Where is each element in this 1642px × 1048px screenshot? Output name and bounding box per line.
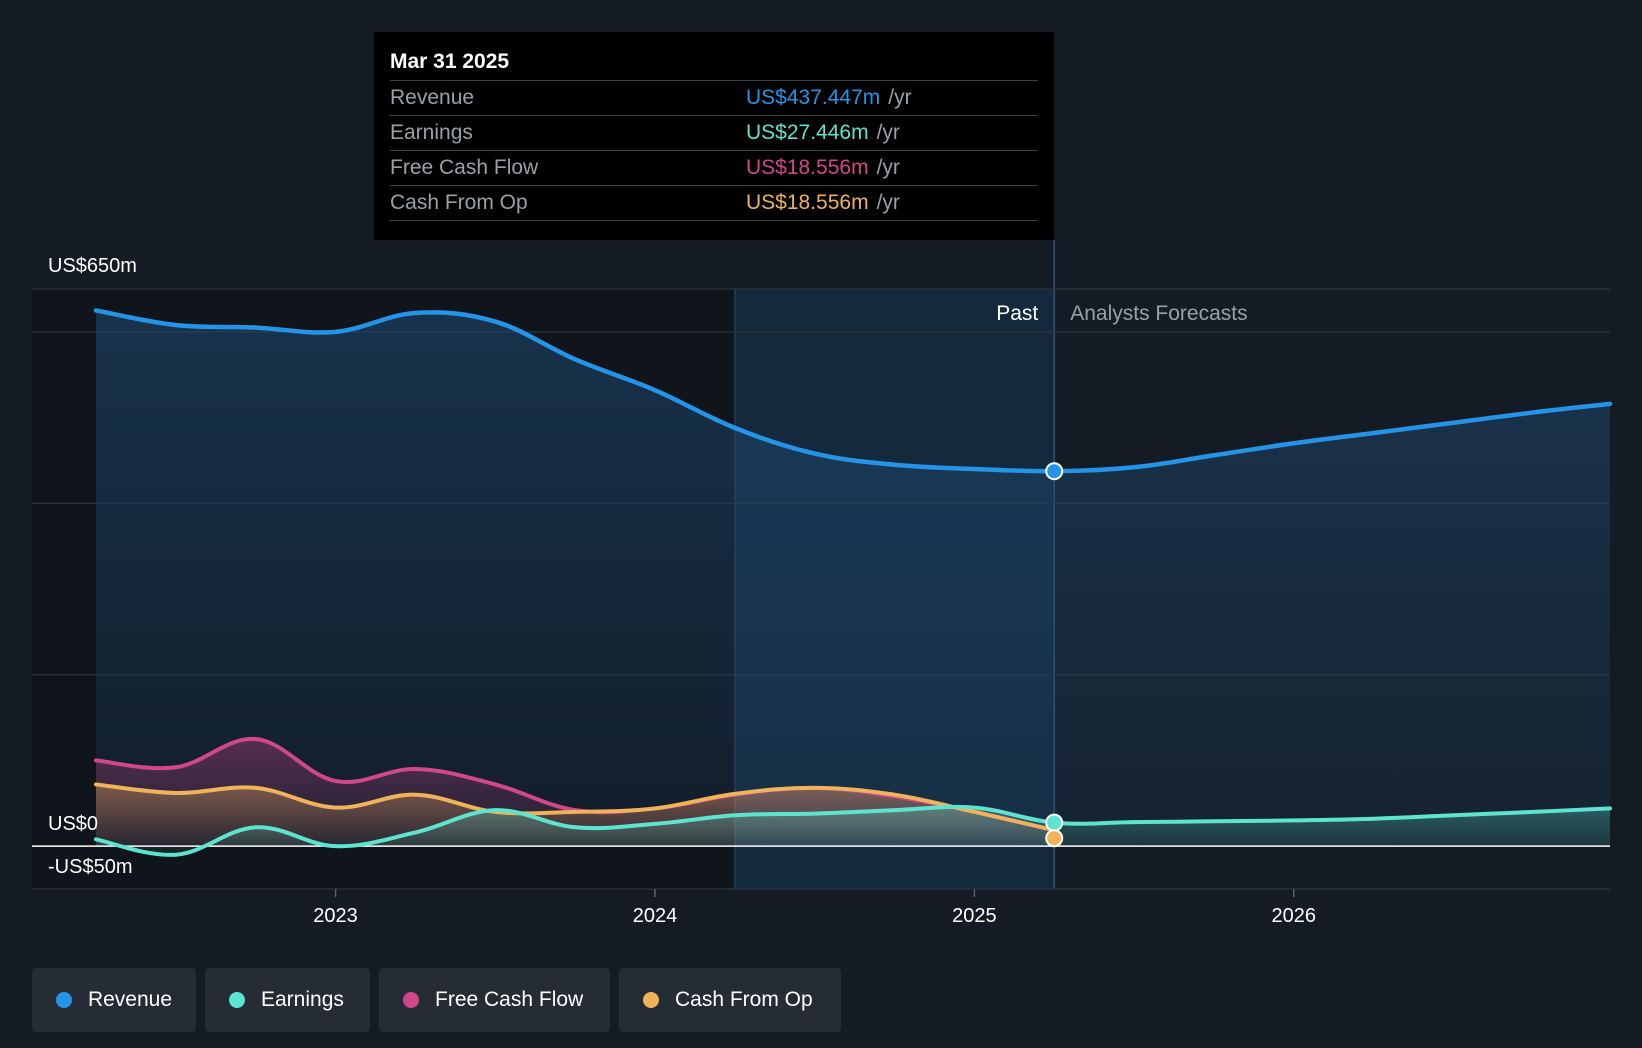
revenue-area xyxy=(96,310,1610,847)
past-label: Past xyxy=(996,302,1038,325)
tooltip-unit: /yr xyxy=(876,191,900,214)
y-axis-label-top: US$650m xyxy=(48,255,137,277)
legend-label: Free Cash Flow xyxy=(435,988,584,1011)
y-axis-label-bottom: -US$50m xyxy=(48,856,132,878)
legend-label: Revenue xyxy=(87,988,172,1011)
earnings-dot-icon xyxy=(229,992,245,1008)
analysts-forecasts-label: Analysts Forecasts xyxy=(1070,302,1247,325)
cash-from-op-dot-icon xyxy=(643,992,659,1008)
y-axis-label-zero: US$0 xyxy=(48,813,98,835)
tooltip-label: Cash From Op xyxy=(390,191,528,214)
tooltip-unit: /yr xyxy=(876,121,900,144)
tooltip-value: US$27.446m xyxy=(746,121,869,144)
tooltip-unit: /yr xyxy=(876,156,900,179)
tooltip-row-free-cash-flow: Free Cash Flow US$18.556m /yr xyxy=(390,150,1038,185)
free-cash-flow-dot-icon xyxy=(403,992,419,1008)
cash-from-op-marker[interactable] xyxy=(1045,829,1064,848)
tooltip-label: Revenue xyxy=(390,86,475,109)
tooltip-date: Mar 31 2025 xyxy=(390,50,510,73)
revenue-dot-icon xyxy=(56,992,72,1008)
tooltip: Mar 31 2025 Revenue US$437.447m /yr Earn… xyxy=(374,32,1054,240)
legend-label: Cash From Op xyxy=(675,988,813,1011)
x-tick-label: 2023 xyxy=(313,905,358,927)
tooltip-value: US$18.556m xyxy=(746,191,869,214)
revenue-marker[interactable] xyxy=(1045,462,1064,481)
tooltip-row-revenue: Revenue US$437.447m /yr xyxy=(390,80,1038,115)
tooltip-row-earnings: Earnings US$27.446m /yr xyxy=(390,115,1038,150)
revenue-line xyxy=(93,308,1613,474)
tooltip-unit: /yr xyxy=(888,86,912,109)
earnings-line xyxy=(94,804,1612,857)
earnings-area xyxy=(96,806,1610,855)
legend-item-cash-from-op[interactable]: Cash From Op xyxy=(619,968,841,1032)
tooltip-label: Free Cash Flow xyxy=(390,156,539,179)
x-tick-label: 2024 xyxy=(633,905,678,927)
x-tick-label: 2025 xyxy=(952,905,997,927)
legend-item-earnings[interactable]: Earnings xyxy=(205,968,370,1032)
earnings-marker[interactable] xyxy=(1045,813,1064,832)
tooltip-value: US$437.447m xyxy=(746,86,881,109)
legend-item-revenue[interactable]: Revenue xyxy=(32,968,196,1032)
tooltip-label: Earnings xyxy=(390,121,473,144)
legend-item-free-cash-flow[interactable]: Free Cash Flow xyxy=(379,968,610,1032)
tooltip-value: US$18.556m xyxy=(746,156,869,179)
cash-from-op-line xyxy=(94,782,1057,833)
x-tick-label: 2026 xyxy=(1272,905,1317,927)
legend: Revenue Earnings Free Cash Flow Cash Fro… xyxy=(32,968,841,1032)
tooltip-row-cash-from-op: Cash From Op US$18.556m /yr xyxy=(390,185,1038,221)
x-axis-ticks: 2023 2024 2025 2026 xyxy=(313,889,1316,927)
legend-label: Earnings xyxy=(261,988,344,1011)
